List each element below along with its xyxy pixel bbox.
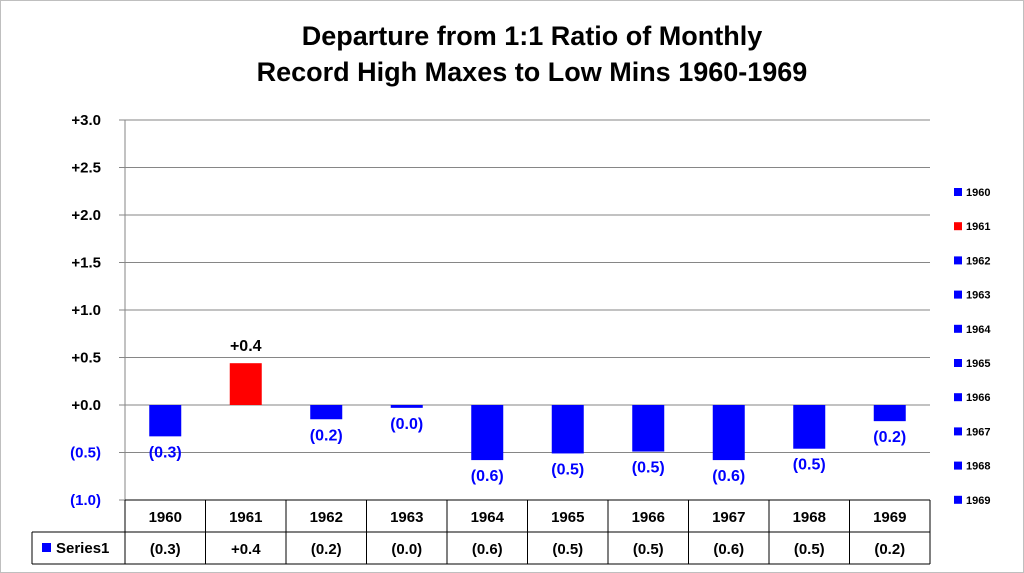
y-tick-label: +1.5: [71, 255, 101, 272]
y-tick-label: (0.5): [70, 445, 101, 462]
legend-swatch-1968: [954, 461, 962, 470]
y-tick-label: (1.0): [70, 492, 101, 509]
chart-title-block: Departure from 1:1 Ratio of Monthly Reco…: [0, 18, 1024, 90]
y-tick-label: +2.5: [71, 160, 101, 177]
table-value-1969: (0.2): [874, 541, 905, 558]
table-value-1966: (0.5): [633, 541, 664, 558]
table-category-1964: 1964: [471, 509, 505, 526]
legend-swatch-1961: [954, 222, 962, 231]
legend-swatch-1967: [954, 427, 962, 436]
data-label-1965: (0.5): [551, 461, 584, 478]
data-label-1961: +0.4: [230, 338, 262, 355]
y-tick-label: +0.5: [71, 350, 101, 367]
y-tick-label: +2.0: [71, 207, 101, 224]
table-category-1968: 1968: [793, 509, 826, 526]
legend-label-1966: 1966: [966, 392, 990, 404]
bar-1964: [471, 405, 504, 461]
table-value-1961: +0.4: [231, 541, 261, 558]
table-category-1963: 1963: [390, 509, 423, 526]
legend-label-1960: 1960: [966, 187, 990, 199]
legend-label-1967: 1967: [966, 426, 990, 438]
bar-1962: [310, 405, 343, 420]
chart-subtitle: Record High Maxes to Low Mins 1960-1969: [256, 57, 808, 87]
data-label-1963: (0.0): [390, 416, 423, 433]
table-category-1965: 1965: [551, 509, 584, 526]
table-value-1960: (0.3): [150, 541, 181, 558]
table-category-1961: 1961: [229, 509, 262, 526]
legend-swatch-1962: [954, 256, 962, 265]
legend-label-1961: 1961: [966, 221, 990, 233]
legend-label-1964: 1964: [966, 324, 991, 336]
data-label-1964: (0.6): [471, 468, 504, 485]
data-label-1968: (0.5): [793, 457, 826, 474]
table-category-1967: 1967: [712, 509, 745, 526]
bar-1967: [712, 405, 745, 461]
table-value-1965: (0.5): [552, 541, 583, 558]
data-label-1962: (0.2): [310, 427, 343, 444]
legend-label-1962: 1962: [966, 255, 990, 267]
table-value-1962: (0.2): [311, 541, 342, 558]
bar-1965: [551, 405, 584, 454]
y-tick-label: +3.0: [71, 112, 101, 129]
data-label-1967: (0.6): [712, 468, 745, 485]
bar-1963: [390, 405, 423, 408]
data-label-1960: (0.3): [149, 444, 182, 461]
table-category-1966: 1966: [632, 509, 665, 526]
legend-swatch-1965: [954, 359, 962, 367]
legend-swatch-1960: [954, 188, 962, 196]
bar-1966: [632, 405, 665, 452]
legend-label-1969: 1969: [966, 495, 990, 507]
table-series-name: Series1: [56, 540, 109, 557]
table-value-1963: (0.0): [391, 541, 422, 558]
table-value-1967: (0.6): [713, 541, 744, 558]
chart-title: Departure from 1:1 Ratio of Monthly: [301, 21, 763, 51]
table-category-1962: 1962: [310, 509, 343, 526]
legend-swatch-1966: [954, 393, 962, 402]
data-label-1969: (0.2): [873, 429, 906, 446]
legend-label-1968: 1968: [966, 461, 990, 473]
data-label-1966: (0.5): [632, 460, 665, 477]
legend-swatch-1964: [954, 324, 962, 333]
table-value-1964: (0.6): [472, 541, 503, 558]
table-series-key: [42, 543, 51, 552]
bar-1961: [229, 363, 262, 405]
table-category-1960: 1960: [149, 509, 182, 526]
legend-swatch-1969: [954, 495, 962, 504]
legend-label-1963: 1963: [966, 290, 990, 302]
table-category-1969: 1969: [873, 509, 906, 526]
y-tick-label: +1.0: [71, 302, 101, 319]
legend-swatch-1963: [954, 290, 962, 299]
y-tick-label: +0.0: [71, 397, 101, 414]
table-value-1968: (0.5): [794, 541, 825, 558]
bar-1969: [873, 405, 906, 422]
bar-1960: [149, 405, 182, 437]
bar-1968: [793, 405, 826, 449]
legend-label-1965: 1965: [966, 358, 990, 370]
